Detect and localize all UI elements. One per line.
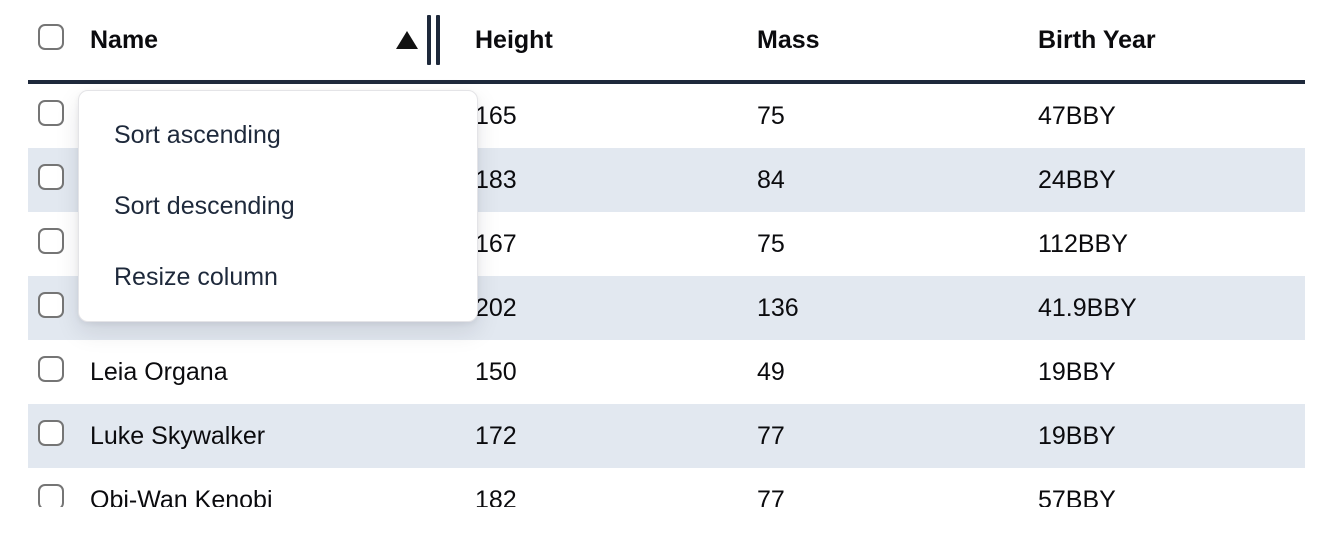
cell-birth-year: 112BBY	[1038, 229, 1128, 258]
cell-mass: 77	[757, 421, 785, 450]
cell-name: Leia Organa	[90, 357, 228, 386]
cell-height: 167	[475, 229, 517, 258]
column-header-mass[interactable]: Mass	[757, 25, 820, 54]
row-checkbox[interactable]	[38, 483, 64, 507]
cell-birth-year: 19BBY	[1038, 357, 1116, 386]
select-all-checkbox[interactable]	[38, 23, 64, 50]
column-header-birth-year[interactable]: Birth Year	[1038, 25, 1156, 54]
cell-mass: 84	[757, 165, 785, 194]
menu-item-resize-column[interactable]: Resize column	[114, 263, 278, 291]
row-checkbox[interactable]	[38, 99, 64, 126]
row-checkbox[interactable]	[38, 355, 64, 382]
cell-birth-year: 57BBY	[1038, 485, 1116, 508]
cell-mass: 49	[757, 357, 785, 386]
column-header-name-label[interactable]: Name	[90, 25, 159, 54]
table-row: Leia Organa 150 49 19BBY	[28, 340, 1305, 404]
cell-mass: 136	[757, 293, 799, 322]
cell-birth-year: 41.9BBY	[1038, 293, 1137, 322]
cell-height: 165	[475, 101, 517, 130]
column-header-name[interactable]: Name	[90, 15, 475, 65]
cell-height: 172	[475, 421, 517, 450]
cell-birth-year: 47BBY	[1038, 101, 1116, 130]
column-resize-handle[interactable]	[427, 15, 440, 65]
cell-height: 183	[475, 165, 517, 194]
cell-birth-year: 24BBY	[1038, 165, 1116, 194]
row-checkbox[interactable]	[38, 291, 64, 318]
sort-ascending-icon[interactable]	[396, 31, 418, 49]
header-checkbox-cell	[28, 23, 90, 57]
column-header-height[interactable]: Height	[475, 25, 553, 54]
cell-mass: 75	[757, 101, 785, 130]
cell-name: Obi-Wan Kenobi	[90, 485, 273, 508]
row-checkbox[interactable]	[38, 163, 64, 190]
menu-item-sort-descending[interactable]: Sort descending	[114, 192, 295, 220]
cell-mass: 77	[757, 485, 785, 508]
row-checkbox[interactable]	[38, 419, 64, 446]
table-row: Luke Skywalker 172 77 19BBY	[28, 404, 1305, 468]
cell-name: Luke Skywalker	[90, 421, 266, 450]
menu-item-sort-ascending[interactable]: Sort ascending	[114, 121, 281, 149]
table-row: Obi-Wan Kenobi 182 77 57BBY	[28, 468, 1305, 507]
table-header-row: Name Height Mass Birth Year	[28, 0, 1305, 84]
cell-height: 202	[475, 293, 517, 322]
column-context-menu: Sort ascending Sort descending Resize co…	[78, 90, 478, 322]
cell-height: 182	[475, 485, 517, 508]
row-checkbox[interactable]	[38, 227, 64, 254]
cell-birth-year: 19BBY	[1038, 421, 1116, 450]
cell-height: 150	[475, 357, 517, 386]
cell-mass: 75	[757, 229, 785, 258]
